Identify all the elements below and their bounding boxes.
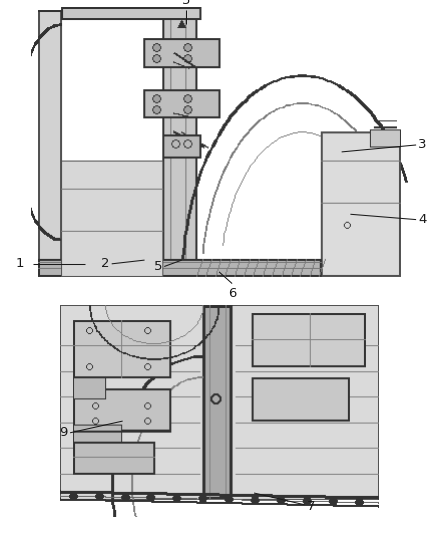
Text: 9: 9 [60,426,68,439]
Text: 2: 2 [101,257,109,270]
Text: 3: 3 [418,139,427,151]
Text: 6: 6 [228,287,237,300]
Text: 5: 5 [154,260,162,273]
Text: 1: 1 [15,257,24,270]
Text: 7: 7 [307,500,315,513]
Text: 5: 5 [182,0,191,7]
Text: 4: 4 [418,213,427,226]
